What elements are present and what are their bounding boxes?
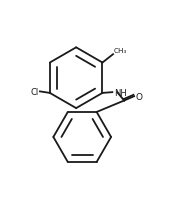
Text: CH₃: CH₃ (114, 48, 127, 54)
Text: NH: NH (114, 88, 127, 97)
Text: O: O (136, 92, 142, 101)
Text: Cl: Cl (31, 88, 39, 96)
